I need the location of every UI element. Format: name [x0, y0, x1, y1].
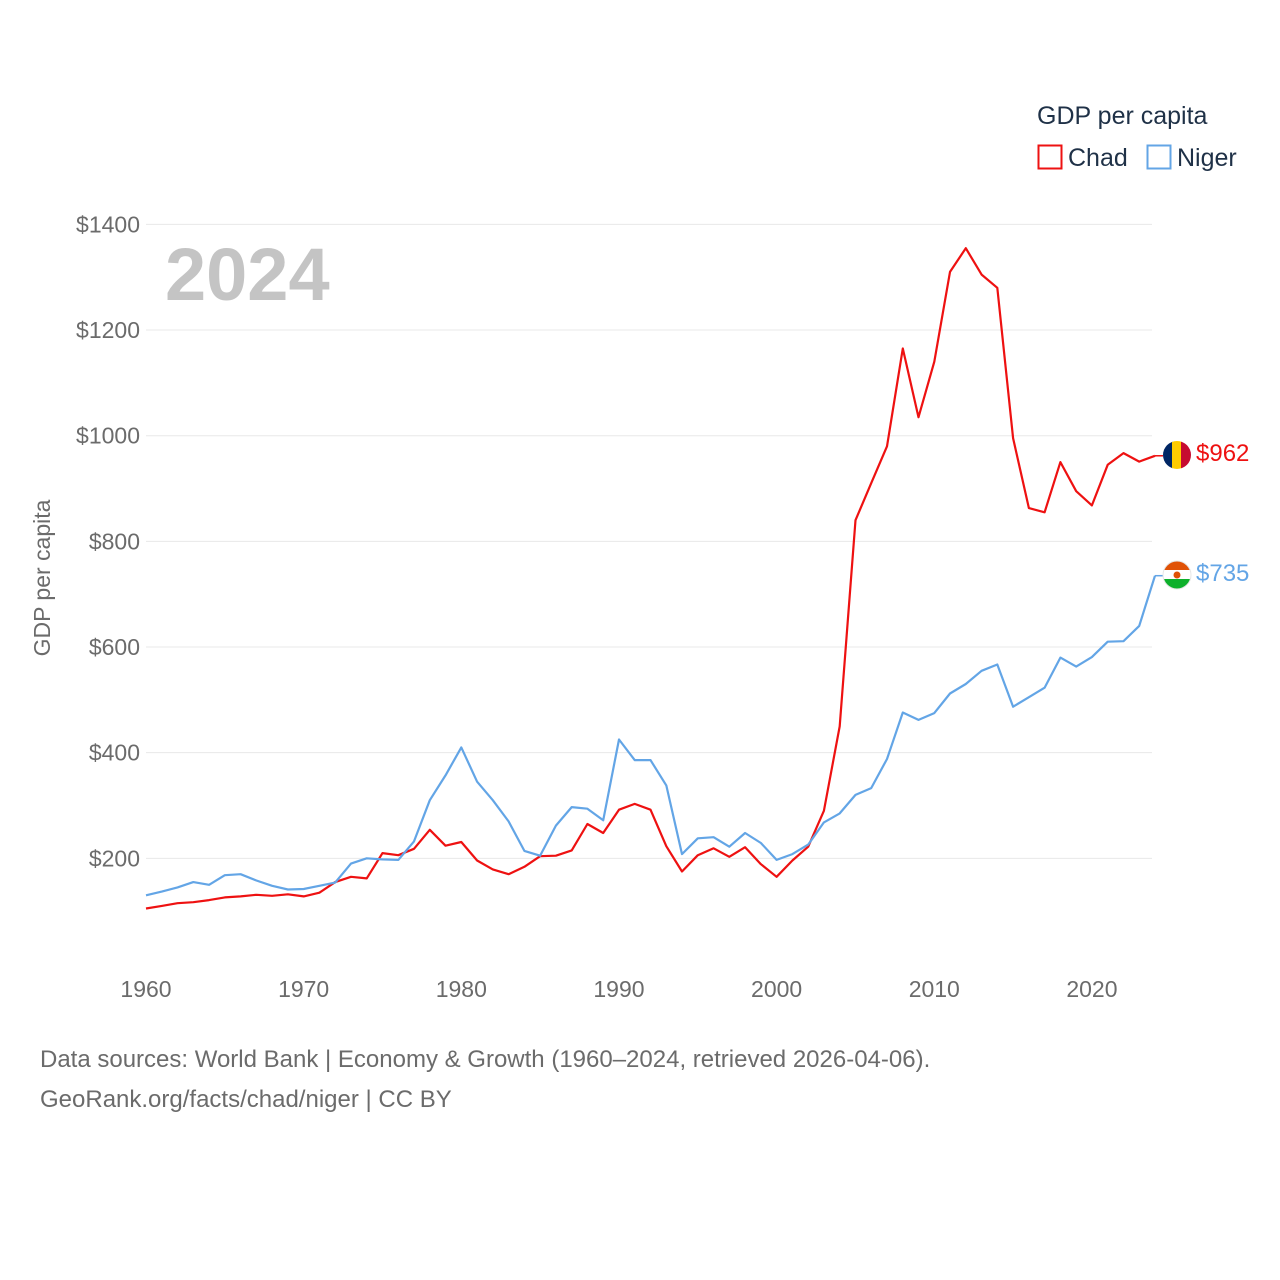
y-tick-label: $1000 [76, 423, 140, 449]
legend-label-niger[interactable]: Niger [1177, 144, 1237, 172]
series-lines [145, 247, 1163, 910]
x-tick-label: 2020 [1066, 976, 1117, 1002]
y-axis-ticks: $200 $400 $600 $800 $1000 $1200 $1400 [76, 211, 140, 871]
x-axis-ticks: 1960 1970 1980 1990 2000 2010 2020 [120, 976, 1117, 1002]
source-note: Data sources: World Bank | Economy & Gro… [40, 1040, 930, 1120]
x-tick-label: 2000 [751, 976, 802, 1002]
y-tick-label: $200 [89, 845, 140, 871]
x-tick-label: 1990 [593, 976, 644, 1002]
chad-end-label: $962 [1196, 440, 1249, 467]
legend-label-chad[interactable]: Chad [1068, 144, 1128, 172]
chad-flag-icon [1163, 441, 1191, 469]
y-tick-label: $600 [89, 634, 140, 660]
legend-title: GDP per capita [1037, 102, 1208, 130]
niger-flag-icon [1163, 561, 1191, 589]
source-line-2: GeoRank.org/facts/chad/niger | CC BY [40, 1086, 452, 1113]
year-watermark: 2024 [165, 233, 330, 316]
series-line-chad[interactable] [145, 247, 1156, 910]
x-tick-label: 2010 [909, 976, 960, 1002]
niger-end-label: $735 [1196, 560, 1249, 587]
y-tick-label: $400 [89, 740, 140, 766]
x-tick-label: 1970 [278, 976, 329, 1002]
series-line-niger[interactable] [145, 575, 1157, 897]
gridlines [146, 223, 1152, 859]
legend-swatch-niger[interactable] [1146, 144, 1172, 170]
y-tick-label: $1200 [76, 317, 140, 343]
x-tick-label: 1980 [436, 976, 487, 1002]
y-tick-label: $800 [89, 528, 140, 554]
legend-swatch-chad[interactable] [1037, 144, 1063, 170]
niger-flag-border [1162, 560, 1192, 590]
source-line-1: Data sources: World Bank | Economy & Gro… [40, 1046, 931, 1073]
legend: GDP per capita Chad Niger [1037, 102, 1237, 172]
y-axis-title: GDP per capita [29, 499, 55, 656]
y-tick-label: $1400 [76, 211, 140, 237]
x-tick-label: 1960 [120, 976, 171, 1002]
